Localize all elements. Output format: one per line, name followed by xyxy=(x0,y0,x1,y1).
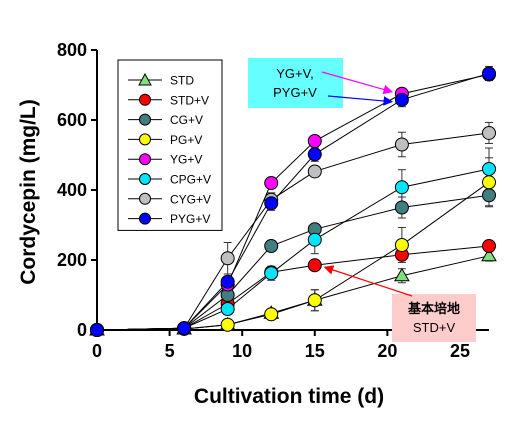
legend-label: CPG+V xyxy=(170,173,211,187)
data-point-pg-v xyxy=(264,307,279,322)
legend-marker xyxy=(139,192,151,205)
data-point-cg-v xyxy=(482,188,496,203)
annotations: YG+V, PYG+V 基本培地 STD+V xyxy=(248,58,476,342)
x-tick-label: 0 xyxy=(92,341,102,361)
data-point-pg-v xyxy=(307,293,322,308)
legend-label: YG+V xyxy=(170,153,202,167)
y-tick-label: 0 xyxy=(77,320,87,340)
x-axis-title: Cultivation time (d) xyxy=(194,385,384,408)
legend-label: CYG+V xyxy=(170,192,211,206)
legend-label: PG+V xyxy=(170,133,202,147)
legend-label: CG+V xyxy=(170,113,203,127)
x-tick-label: 25 xyxy=(450,341,470,361)
x-tick-label: 15 xyxy=(305,341,325,361)
annotation-label: 基本培地 xyxy=(407,301,460,317)
data-point-yg-v xyxy=(264,176,279,190)
annotation-label: YG+V, xyxy=(276,66,313,81)
data-point-std-v xyxy=(307,258,322,273)
annotation-box-yg-pyg xyxy=(248,58,343,108)
data-point-pyg-v xyxy=(177,321,192,336)
data-point-pg-v xyxy=(220,317,235,332)
y-tick-label: 200 xyxy=(57,250,87,270)
data-point-pg-v xyxy=(482,175,496,190)
legend-marker xyxy=(139,93,151,106)
y-tick-label: 600 xyxy=(57,110,87,130)
data-point-cyg-v xyxy=(394,137,409,152)
x-tick-label: 10 xyxy=(232,341,252,361)
data-point-cpg-v xyxy=(394,180,409,195)
legend-marker xyxy=(139,173,151,185)
data-point-pg-v xyxy=(394,237,409,252)
legend-label: STD xyxy=(170,74,194,88)
data-point-pyg-v xyxy=(482,66,496,81)
data-point-cpg-v xyxy=(264,266,279,281)
data-point-cyg-v xyxy=(220,251,235,266)
annotation-arrow-std xyxy=(323,265,413,297)
legend-marker xyxy=(139,113,151,126)
data-point-cpg-v xyxy=(220,302,235,316)
legend-label: PYG+V xyxy=(170,212,210,226)
legend: STD STD+V CG+V PG+V YG+V CPG+V CYG+V PYG+V xyxy=(117,59,223,231)
data-point-std xyxy=(481,247,497,262)
series-markers xyxy=(89,66,497,337)
legend-marker xyxy=(139,153,151,166)
annotation-box-std xyxy=(392,294,476,342)
annotation-label: PYG+V xyxy=(273,85,317,100)
x-tick-label: 20 xyxy=(377,341,397,361)
data-point-cpg-v xyxy=(307,232,322,247)
data-point-pyg-v xyxy=(394,92,409,107)
x-tick-label: 5 xyxy=(165,341,175,361)
legend-marker xyxy=(138,72,152,86)
legend-label: STD+V xyxy=(170,93,209,107)
legend-box xyxy=(117,59,223,231)
legend-marker xyxy=(139,133,151,146)
data-point-cg-v xyxy=(264,239,279,253)
data-point-cg-v xyxy=(394,200,409,215)
annotation-arrow-yg xyxy=(321,71,394,95)
data-point-std-v xyxy=(482,239,496,253)
annotation-label: STD+V xyxy=(413,320,456,335)
data-point-pyg-v xyxy=(264,196,279,211)
y-tick-label: 400 xyxy=(57,180,87,200)
y-axis-title: Cordycepin (mg/L) xyxy=(17,99,40,285)
data-point-cpg-v xyxy=(482,162,496,176)
data-point-pyg-v xyxy=(90,323,104,337)
annotation-arrow-pyg xyxy=(327,95,394,106)
legend-marker xyxy=(139,212,151,225)
data-point-cyg-v xyxy=(482,125,496,140)
data-point-yg-v xyxy=(307,134,322,148)
data-point-pyg-v xyxy=(307,147,322,162)
y-tick-label: 800 xyxy=(57,40,87,60)
data-point-std xyxy=(394,267,410,282)
data-point-pyg-v xyxy=(220,274,235,289)
data-point-cyg-v xyxy=(307,164,322,179)
axes: 0 200 400 600 800 0 5 10 15 20 25 xyxy=(57,40,489,361)
